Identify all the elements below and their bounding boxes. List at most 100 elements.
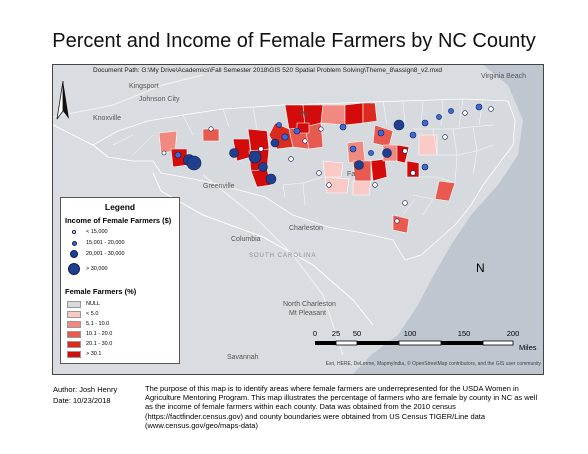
place-greenville: Greenville [203, 183, 235, 190]
place-fayetteville: Fa [347, 171, 356, 178]
legend-income-row: < 15,000 [67, 227, 108, 237]
income-dot-lt15000 [316, 170, 322, 176]
legend-income-row: 15,001 - 20,000 [67, 238, 125, 248]
scale-tick: 0 [312, 329, 318, 338]
income-dot-20000-30000 [270, 138, 280, 148]
income-dot-20000-30000 [265, 173, 277, 185]
income-dot-15000-20000 [349, 145, 357, 153]
document-path: Document Path: G:\My Drive\Academics\Fal… [93, 67, 442, 74]
scale-unit: Miles [519, 343, 537, 352]
legend-percent-row: NULL [67, 299, 100, 309]
county-lt5 [352, 180, 372, 196]
county-lt5 [322, 160, 344, 178]
scale-bar-graphic [315, 340, 514, 346]
income-dot-20000-30000 [393, 119, 405, 131]
place-virginia-beach: Virginia Beach [481, 73, 527, 80]
place-columbia: Columbia [231, 236, 261, 243]
place-johnson-city: Johnson City [139, 96, 180, 103]
legend-title: Legend [104, 202, 136, 212]
income-dot-lt15000 [442, 134, 448, 140]
income-dot-lt15000 [462, 110, 468, 116]
income-dot-lt15000 [402, 200, 408, 206]
income-dot-lt15000 [402, 148, 408, 154]
north-arrow-icon [56, 80, 69, 120]
income-dot-lt15000 [318, 126, 324, 132]
county-boundaries [112, 98, 494, 216]
legend-income-label: > 30,000 [86, 266, 108, 272]
place-kingsport: Kingsport [129, 83, 159, 90]
basemap-attribution: Esri, HERE, DeLorme, MapmyIndia, © OpenS… [325, 361, 541, 367]
highway-lines [53, 74, 344, 356]
income-dot-lt15000 [372, 182, 378, 188]
scale-bar: 0 25 50 100 150 200 Miles [311, 329, 541, 353]
place-knoxville: Knoxville [93, 115, 122, 122]
dot-15000-20000-icon [71, 240, 77, 246]
scale-tick: 25 [331, 329, 341, 338]
dot-gt30000-icon [68, 263, 80, 275]
place-north-charleston: North Charleston [283, 301, 336, 308]
place-charleston: Charleston [289, 225, 323, 232]
income-dot-20000-30000 [382, 148, 392, 158]
scale-tick: 200 [506, 329, 520, 338]
legend-percent-label: 10.1 - 20.0 [86, 331, 113, 337]
legend-percent-title: Female Farmers (%) [65, 287, 137, 296]
legend-percent-row: > 30.1 [67, 349, 101, 359]
scale-tick: 100 [403, 329, 417, 338]
legend-percent-label: 20.1 - 30.0 [86, 341, 113, 347]
county-10-20 [202, 128, 220, 142]
place-savannah: Savannah [227, 354, 259, 361]
legend-box: Legend Income of Female Farmers ($) < 15… [60, 197, 180, 364]
income-dot-lt15000 [410, 170, 416, 176]
north-arrow-label: N [476, 261, 485, 275]
income-dot-20000-30000 [258, 162, 268, 172]
swatch-gt30-icon [67, 350, 81, 358]
swatch-null-icon [67, 300, 81, 308]
county-5-10 [346, 140, 366, 164]
income-dot-15000-20000 [281, 133, 289, 141]
place-winston: Wi [300, 111, 309, 118]
legend-percent-label: > 30.1 [86, 351, 102, 357]
dot-lt15000-icon [72, 230, 76, 234]
county-polygons [158, 102, 456, 234]
income-dot-lt15000 [488, 106, 494, 112]
income-dot-lt15000 [302, 138, 308, 144]
income-dot-15000-20000 [377, 129, 385, 137]
income-dot-lt15000 [208, 126, 214, 132]
dot-20000-30000-icon [70, 250, 78, 258]
income-dot-15000-20000 [421, 119, 429, 127]
map-title: Percent and Income of Female Farmers by … [52, 30, 536, 52]
scale-tick: 50 [352, 329, 362, 338]
state-boundary [53, 124, 374, 326]
nc-state-shape [92, 98, 516, 261]
legend-income-row: 20,001 - 30,000 [67, 249, 125, 259]
legend-percent-label: < 5.0 [86, 311, 99, 317]
income-dot-lt15000 [288, 156, 294, 162]
county-10-20 [434, 180, 456, 202]
income-dot-15000-20000 [174, 151, 182, 159]
place-south-carolina: SOUTH CAROLINA [249, 253, 317, 259]
swatch-10-20-icon [67, 330, 81, 338]
income-dot-15000-20000 [409, 131, 417, 139]
place-mt-pleasant: Mt Pleasant [289, 310, 326, 317]
map-frame[interactable]: Document Path: G:\My Drive\Academics\Fal… [52, 64, 544, 375]
county-10-20 [304, 122, 324, 150]
swatch-20-30-icon [67, 340, 81, 348]
income-dot-gt30000 [248, 150, 262, 164]
income-dot-15000-20000 [339, 123, 347, 131]
author-block: Author: Josh Henry Date: 10/23/2018 [53, 384, 117, 406]
income-dot-lt15000 [161, 150, 167, 156]
income-dot-15000-20000 [368, 150, 374, 156]
income-dot-15000-20000 [276, 122, 282, 128]
income-dot-gt30000 [186, 155, 202, 171]
county-gt30 [370, 158, 388, 182]
income-dot-lt15000 [326, 182, 332, 188]
map-description: The purpose of this map is to identify a… [145, 384, 538, 430]
legend-percent-row: 10.1 - 20.0 [67, 329, 112, 339]
legend-percent-label: NULL [86, 301, 101, 307]
legend-percent-label: 5.1 - 10.0 [86, 321, 110, 327]
basemap-ocean [353, 65, 543, 374]
income-dot-15000-20000 [421, 163, 429, 171]
legend-income-label: < 15,000 [86, 229, 108, 235]
scale-tick: 150 [457, 329, 471, 338]
county-lt5 [324, 176, 350, 194]
